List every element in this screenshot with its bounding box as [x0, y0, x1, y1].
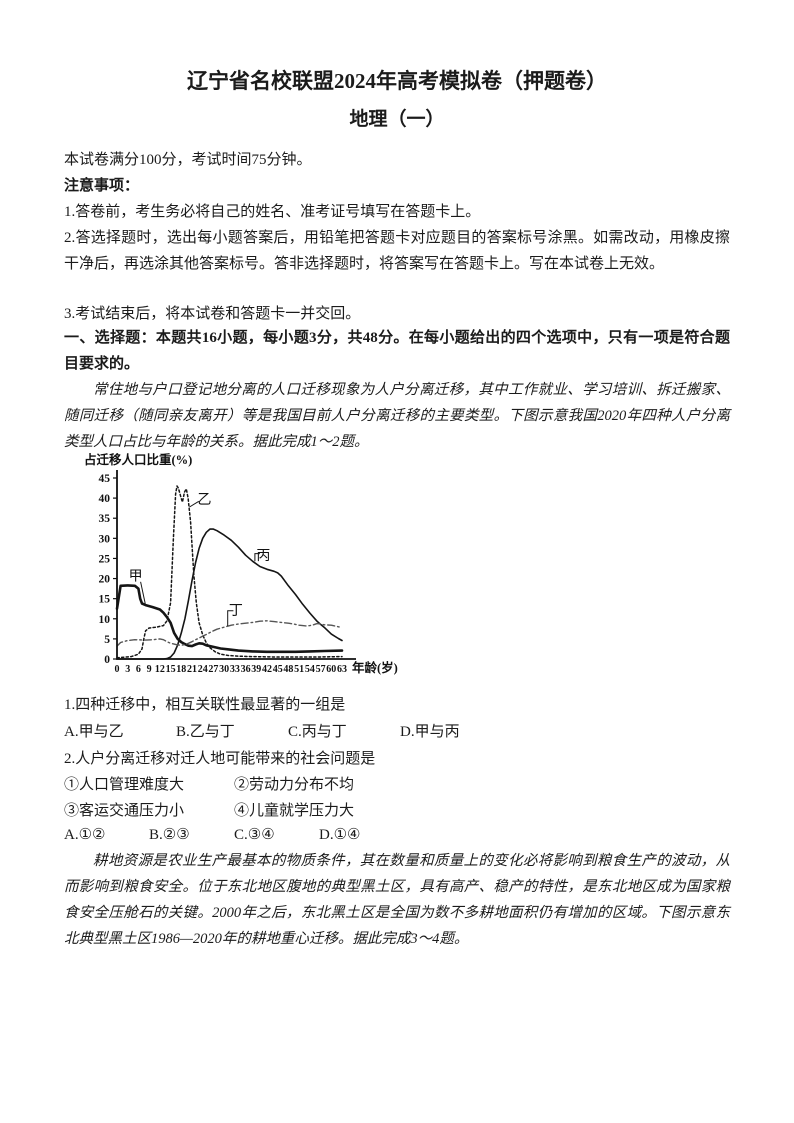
x-tick-label: 36: [241, 664, 251, 675]
chart-axes: [116, 470, 356, 660]
y-tick-label: 15: [99, 594, 111, 606]
y-tick-label: 10: [99, 614, 111, 626]
x-tick-label: 51: [294, 664, 304, 675]
curve-label-1: 乙: [198, 492, 212, 508]
q2-items-row-1: ①人口管理难度大 ②劳动力分布不均: [64, 774, 744, 796]
note-3: 3.考试结束后，将本试卷和答题卡一并交回。: [64, 306, 361, 322]
x-tick-label: 21: [187, 664, 197, 675]
x-tick-label: 9: [147, 664, 152, 675]
x-tick-label: 3: [125, 664, 130, 675]
y-tick-label: 35: [99, 513, 111, 525]
curve-yi: [116, 485, 343, 659]
curve-label-leader-2: [254, 553, 260, 562]
x-tick-label: 30: [219, 664, 229, 675]
paper-subtitle: 地理（一）: [349, 109, 445, 130]
y-tick-label: 0: [104, 654, 110, 666]
q2-item-4: ④儿童就学压力大: [234, 803, 355, 819]
chart-ylabel: 占迁移人口比重(%): [84, 452, 192, 467]
migration-age-line-chart: 甲乙丙丁 0 5 10 15 20 25 30 35 40 45 0 3 6 9 12 15 18 21 24 27 30…: [84, 452, 429, 682]
note-2: 2.答选择题时，选出每小题答案后，用铅笔把答题卡对应题目的答案标号涂黑。如需改动…: [64, 230, 730, 272]
section-1-header: 一、选择题：本题共16小题，每小题3分，共48分。在每小题给出的四个选项中，只有…: [64, 330, 730, 372]
x-tick-label: 57: [316, 664, 326, 675]
curve-label-3: 丁: [229, 604, 243, 619]
curve-label-leader-1: [189, 500, 200, 508]
paper-title: 辽宁省名校联盟2024年高考模拟卷（押题卷）: [187, 69, 607, 93]
x-tick-label: 63: [337, 664, 347, 675]
x-tick-label: 27: [208, 664, 218, 675]
q1-stem: 1.四种迁移中，相互关联性最显著的一组是: [64, 697, 346, 713]
exam-info: 本试卷满分100分，考试时间75分钟。: [64, 152, 312, 168]
q1-option-d: D.甲与丙: [400, 724, 460, 740]
q2-option-d: D.①④: [319, 827, 361, 843]
q2-option-a: A.①②: [64, 827, 106, 843]
x-tick-label: 15: [166, 664, 176, 675]
passage-2: 耕地资源是农业生产最基本的物质条件，其在数量和质量上的变化必将影响到粮食生产的波…: [64, 853, 730, 947]
x-tick-label: 24: [198, 664, 208, 675]
x-tick-label: 39: [251, 664, 261, 675]
x-tick-label: 45: [273, 664, 283, 675]
curve-label-0: 甲: [129, 569, 143, 584]
q1-options: A.甲与乙 B.乙与丁 C.丙与丁 D.甲与丙: [64, 721, 744, 743]
x-tick-label: 42: [262, 664, 272, 675]
notes-header: 注意事项：: [64, 178, 140, 194]
curve-jia: [115, 584, 344, 654]
q2-option-c: C.③④: [234, 827, 275, 843]
curve-label-leader-0: [140, 581, 146, 604]
x-tick-label: 18: [176, 664, 186, 675]
q1-option-b: B.乙与丁: [176, 724, 235, 740]
q1-option-a: A.甲与乙: [64, 724, 124, 740]
curve-label-leader-3: [227, 610, 234, 626]
x-tick-label: 54: [305, 664, 315, 675]
q2-items-row-2: ③客运交通压力小 ④儿童就学压力大: [64, 800, 744, 822]
y-tick-label: 40: [99, 493, 111, 505]
y-tick-label: 45: [99, 473, 111, 485]
q2-stem: 2.人户分离迁移对迁人地可能带来的社会问题是: [64, 751, 376, 767]
q2-item-2: ②劳动力分布不均: [234, 777, 355, 793]
x-tick-label: 6: [136, 664, 141, 675]
curve-bing: [116, 528, 343, 660]
q2-item-3: ③客运交通压力小: [64, 803, 185, 819]
x-tick-label: 48: [283, 664, 293, 675]
note-1: 1.答卷前，考生务必将自己的姓名、准考证号填写在答题卡上。: [64, 204, 481, 220]
x-tick-label: 12: [155, 664, 165, 675]
q2-item-1: ①人口管理难度大: [64, 777, 185, 793]
curve-label-2: 丙: [256, 549, 270, 564]
q2-option-b: B.②③: [149, 827, 190, 843]
q2-options: A.①② B.②③ C.③④ D.①④: [64, 824, 744, 846]
x-tick-label: 33: [230, 664, 240, 675]
x-tick-label: 60: [326, 664, 336, 675]
q1-option-c: C.丙与丁: [288, 724, 347, 740]
y-tick-label: 30: [99, 533, 111, 545]
curve-ding: [116, 620, 343, 647]
passage-1: 常住地与户口登记地分离的人口迁移现象为人户分离迁移，其中工作就业、学习培训、拆迁…: [64, 382, 730, 450]
y-tick-label: 20: [99, 574, 111, 586]
y-tick-label: 5: [104, 634, 110, 646]
chart-xlabel: 年龄(岁): [352, 660, 398, 675]
y-tick-label: 25: [99, 553, 111, 565]
x-tick-label: 0: [115, 664, 120, 675]
